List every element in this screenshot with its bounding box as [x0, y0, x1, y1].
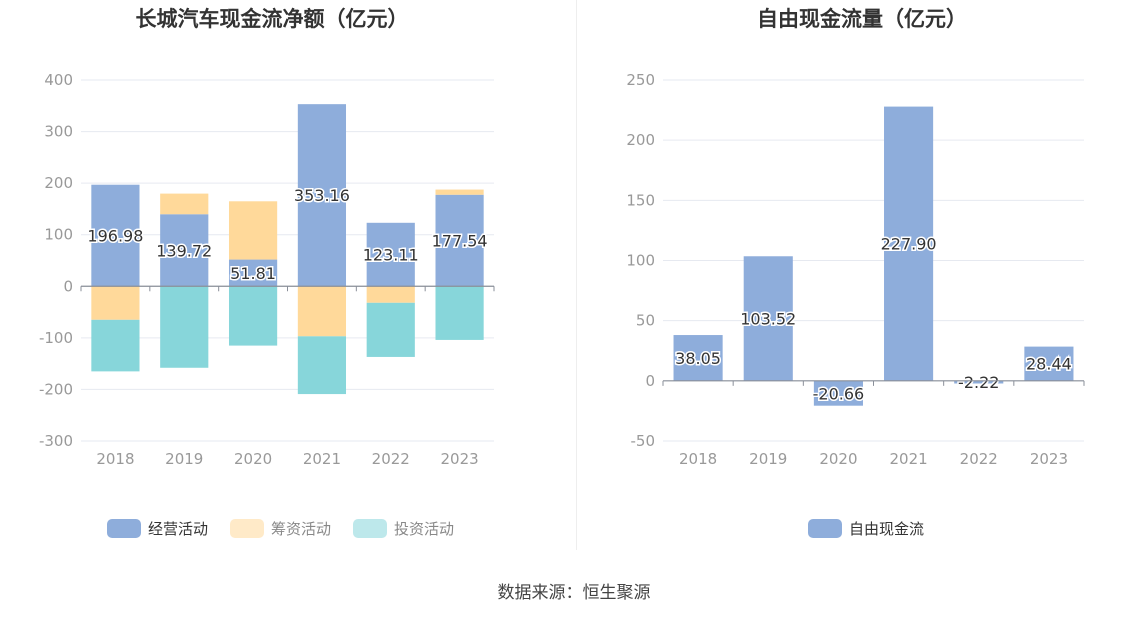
- y-tick-label: 0: [645, 372, 655, 390]
- data-label: 177.54: [432, 232, 488, 251]
- data-label: 139.72: [156, 241, 212, 260]
- data-label: 227.90: [881, 235, 937, 254]
- bar: [1024, 346, 1074, 381]
- y-tick-label: 100: [626, 252, 655, 270]
- bar: [228, 201, 278, 260]
- legend-swatch: [808, 519, 842, 538]
- data-label: -2.22: [958, 373, 999, 392]
- y-tick-label: -200: [39, 380, 73, 398]
- x-tick-label: 2019: [165, 450, 203, 468]
- x-tick-label: 2022: [960, 450, 998, 468]
- bar: [366, 302, 415, 357]
- chart-title: 自由现金流量（亿元）: [757, 7, 967, 31]
- bar: [366, 286, 415, 303]
- bar: [228, 286, 278, 346]
- x-tick-label: 2023: [1030, 450, 1068, 468]
- bar: [673, 335, 723, 381]
- legend-label: 投资活动: [394, 520, 454, 538]
- chart-title: 长城汽车现金流净额（亿元）: [136, 7, 409, 31]
- y-tick-label: 100: [44, 226, 73, 244]
- y-tick-label: -50: [631, 432, 656, 450]
- bar: [954, 380, 1004, 384]
- source-note: 数据来源：恒生聚源: [497, 583, 651, 603]
- data-label: 123.11: [363, 246, 419, 265]
- bar: [297, 104, 347, 287]
- cash-flow-net-chart: 长城汽车现金流净额（亿元） 196.98 139.72 51.81 353.16 123…: [39, 7, 495, 538]
- y-tick-label: -300: [39, 432, 73, 450]
- x-tick-label: 2022: [372, 450, 410, 468]
- bar: [435, 189, 484, 195]
- y-tick-label: 0: [63, 277, 73, 295]
- x-tick-label: 2020: [234, 450, 272, 468]
- legend-swatch: [107, 519, 141, 538]
- bar: [160, 286, 209, 368]
- bar: [435, 194, 484, 287]
- data-label: 28.44: [1026, 355, 1072, 374]
- bar: [228, 259, 278, 287]
- bar: [884, 106, 934, 381]
- data-label: 196.98: [87, 226, 143, 245]
- bar: [813, 380, 863, 406]
- chart-divider: [576, 0, 577, 550]
- data-label: 353.16: [294, 186, 350, 205]
- data-label: 38.05: [675, 349, 721, 368]
- legend-label: 自由现金流: [849, 520, 924, 538]
- y-tick-label: 400: [44, 71, 73, 89]
- legend-swatch: [230, 519, 264, 538]
- x-tick-label: 2021: [303, 450, 341, 468]
- y-tick-label: 250: [626, 71, 655, 89]
- x-tick-label: 2018: [96, 450, 134, 468]
- bar: [91, 184, 140, 287]
- legend-label: 筹资活动: [271, 520, 331, 538]
- bar: [743, 256, 793, 381]
- bar: [91, 286, 140, 320]
- y-tick-label: 50: [636, 312, 655, 330]
- x-tick-label: 2019: [749, 450, 787, 468]
- data-label: 51.81: [230, 264, 276, 283]
- y-tick-label: 200: [626, 131, 655, 149]
- legend-label: 经营活动: [148, 520, 208, 538]
- bar: [366, 222, 415, 287]
- data-label: 103.52: [740, 310, 796, 329]
- bar: [297, 286, 347, 337]
- x-tick-label: 2020: [819, 450, 857, 468]
- y-tick-label: 150: [626, 191, 655, 209]
- y-tick-label: -100: [39, 329, 73, 347]
- data-label: -20.66: [813, 384, 865, 403]
- bar: [297, 336, 347, 395]
- bar: [435, 286, 484, 340]
- x-tick-label: 2018: [679, 450, 717, 468]
- x-tick-label: 2021: [889, 450, 927, 468]
- y-tick-label: 300: [44, 123, 73, 141]
- x-tick-label: 2023: [440, 450, 478, 468]
- y-tick-label: 200: [44, 174, 73, 192]
- legend-swatch: [353, 519, 387, 538]
- bar: [91, 319, 140, 372]
- bar: [160, 214, 209, 287]
- bar: [160, 193, 209, 215]
